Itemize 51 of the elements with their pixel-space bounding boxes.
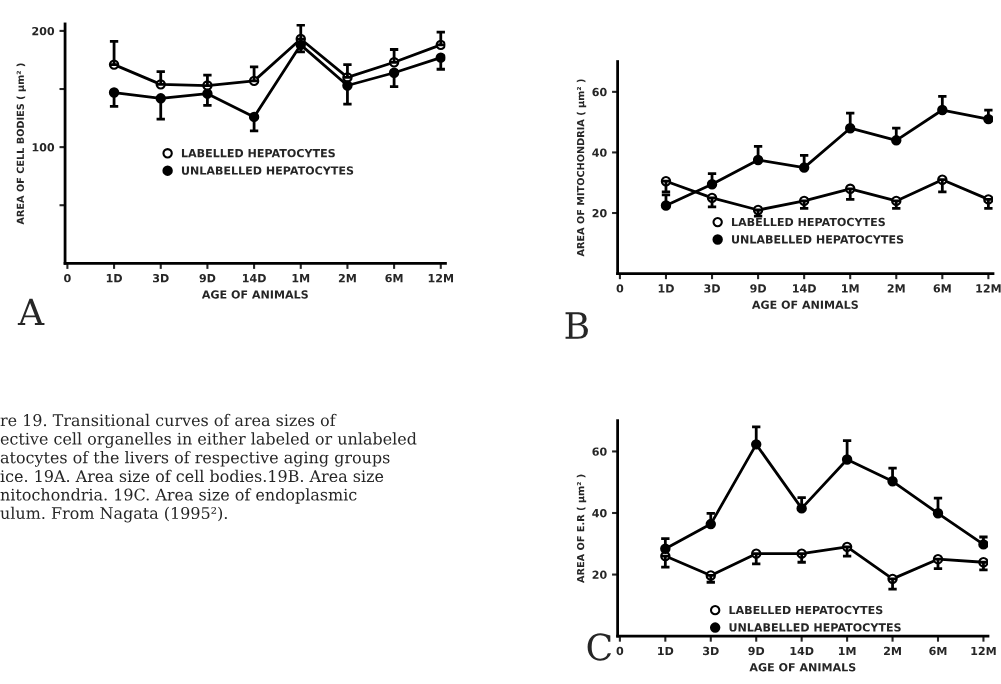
x-tick-label: 0 <box>616 646 624 656</box>
text: B <box>565 312 588 339</box>
y-axis-title: AREA OF E.R ( μm² ) <box>576 474 587 583</box>
y-axis-title: AREA OF CELL BODIES ( μm² ) <box>16 63 26 225</box>
legend-label: UNLABELLED HEPATOCYTES <box>732 235 904 244</box>
x-tick-label: 14D <box>243 274 266 283</box>
x-tick-label: 14D <box>790 646 814 655</box>
y-tick-label: 20 <box>592 208 607 218</box>
legend-label: LABELLED HEPATOCYTES <box>729 605 883 615</box>
x-tick-label: 9D <box>748 646 765 656</box>
x-tick-label: 2M <box>887 284 905 293</box>
y-axis-title: AREA OF MITOCHONDRIA ( μm² ) <box>576 79 587 257</box>
x-tick-label: 9D <box>750 284 766 293</box>
text: A <box>17 298 45 325</box>
y-tick-label: 20 <box>592 570 607 579</box>
x-tick-label: 12M <box>976 284 1001 293</box>
text: C <box>587 633 612 661</box>
x-tick-label: 14D <box>793 284 816 293</box>
y-tick-label: 40 <box>592 148 607 157</box>
text: re 19. Transitional curves of area sizes of ective cell organelles in either labeled or unlabeled atocytes of the livers of respective aging groups ice. 19A. Area size of cell bodies.19B. Area size nitochondria. 19C. Area size of endoplasmic ulum. From Nagata (1995²). <box>0 413 417 523</box>
x-tick-label: 1D <box>106 274 122 283</box>
x-tick-label: 1D <box>658 284 674 293</box>
x-tick-label: 1M <box>838 646 856 655</box>
x-tick-label: 0 <box>616 284 624 293</box>
x-tick-label: 3D <box>703 646 719 656</box>
y-tick-label: 100 <box>32 143 55 152</box>
legend-label: LABELLED HEPATOCYTES <box>181 148 335 158</box>
x-tick-label: 9D <box>199 273 216 283</box>
x-tick-label: 6M <box>385 273 403 283</box>
x-tick-label: 2M <box>884 646 901 655</box>
x-axis-title: AGE OF ANIMALS <box>749 663 856 672</box>
x-axis-title: AGE OF ANIMALS <box>201 290 308 299</box>
x-tick-label: 0 <box>64 273 71 283</box>
x-tick-label: 2M <box>338 273 356 283</box>
legend-label: LABELLED HEPATOCYTES <box>732 217 885 227</box>
x-tick-label: 3D <box>704 284 720 293</box>
legend-label: UNLABELLED HEPATOCYTES <box>181 166 354 175</box>
y-tick-label: 200 <box>32 26 55 36</box>
y-tick-label: 60 <box>592 87 607 97</box>
x-tick-label: 1D <box>658 646 674 655</box>
x-tick-label: 3D <box>153 273 169 283</box>
x-tick-label: 1M <box>842 284 859 293</box>
x-tick-label: 6M <box>929 646 947 656</box>
y-tick-label: 40 <box>592 508 607 518</box>
x-axis-title: AGE OF ANIMALS <box>751 300 858 309</box>
legend-label: UNLABELLED HEPATOCYTES <box>729 623 901 632</box>
x-tick-label: 6M <box>933 284 951 293</box>
y-tick-label: 60 <box>592 447 607 456</box>
x-tick-label: 12M <box>428 273 454 283</box>
x-tick-label: 12M <box>971 646 996 655</box>
x-tick-label: 1M <box>292 274 310 283</box>
